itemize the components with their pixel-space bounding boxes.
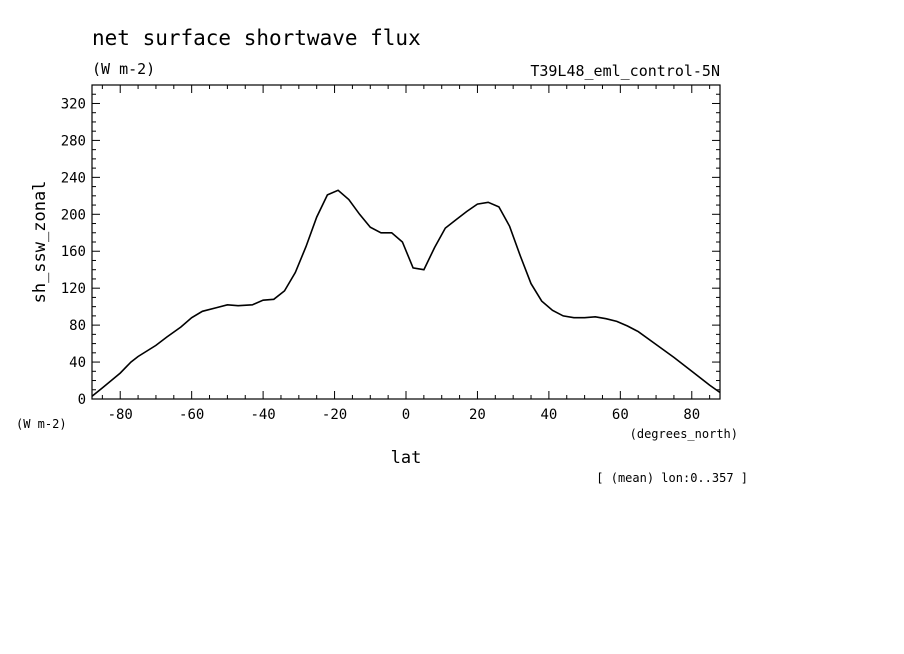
y-axis-label: sh_ssw_zonal [30,181,50,304]
plot-frame [91,84,721,400]
x-tick-labels: -80 -60 -40 -20 0 20 40 60 80 [108,407,701,423]
y-tick-label: 200 [61,207,86,223]
y-tick-label: 80 [69,318,86,334]
x-ticks [101,85,711,399]
y-tick-label: 320 [61,96,86,112]
x-tick-label: 20 [469,407,486,423]
x-tick-label: -20 [322,407,347,423]
y-axis-units: (W m-2) [16,417,67,431]
y-tick-label: 160 [61,244,86,260]
x-tick-label: 40 [540,407,557,423]
y-ticks [92,84,720,400]
x-tick-label: 80 [683,407,700,423]
x-axis-label: lat [391,448,422,468]
x-tick-label: -40 [250,407,275,423]
y-tick-label: 280 [61,133,86,149]
chart-title: net surface shortwave flux [92,26,421,50]
dataset-label: T39L48_eml_control-5N [530,62,720,80]
series-line [91,189,721,397]
chart-subtitle: (W m-2) [92,60,155,78]
y-tick-label: 40 [69,355,86,371]
x-tick-label: 60 [612,407,629,423]
x-axis-units: (degrees_north) [630,427,738,441]
x-tick-label: -60 [179,407,204,423]
y-tick-label: 120 [61,281,86,297]
y-tick-label: 0 [78,392,86,408]
footnote: [ (mean) lon:0..357 ] [596,471,748,485]
x-tick-label: 0 [402,407,410,423]
y-tick-label: 240 [61,170,86,186]
x-tick-label: -80 [108,407,133,423]
y-tick-labels: 0 40 80 120 160 200 240 280 320 [61,96,86,408]
